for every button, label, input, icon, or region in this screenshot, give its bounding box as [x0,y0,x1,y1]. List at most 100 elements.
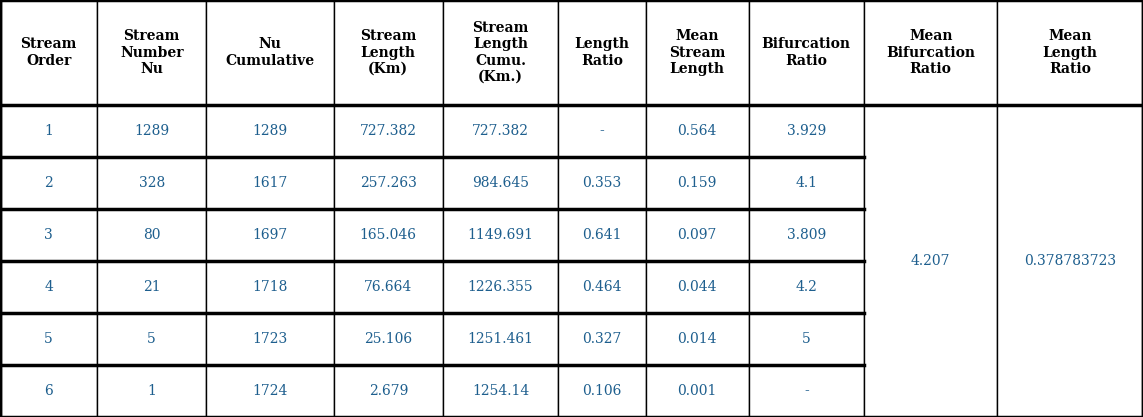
Text: 1254.14: 1254.14 [472,384,529,398]
Text: Mean
Length
Ratio: Mean Length Ratio [1042,29,1097,76]
Bar [97,365,206,417]
Text: 0.327: 0.327 [582,332,622,346]
Bar [97,0,206,105]
Text: 165.046: 165.046 [360,228,417,242]
Bar [749,105,864,157]
Text: 2.679: 2.679 [368,384,408,398]
Bar [646,157,749,209]
Bar [0,105,97,157]
Bar [558,209,646,261]
Bar [749,0,864,105]
Bar [0,157,97,209]
Text: 6: 6 [45,384,53,398]
Text: 5: 5 [45,332,53,346]
Bar [334,105,442,157]
Text: 76.664: 76.664 [365,280,413,294]
Bar [97,313,206,365]
Bar [334,0,442,105]
Bar [646,365,749,417]
Bar [334,261,442,313]
Bar [749,313,864,365]
Bar [749,209,864,261]
Bar [334,209,442,261]
Bar [334,365,442,417]
Bar [558,157,646,209]
Text: 1: 1 [45,124,53,138]
Bar [97,157,206,209]
Text: 3.809: 3.809 [786,228,826,242]
Text: 1251.461: 1251.461 [467,332,534,346]
Text: 727.382: 727.382 [360,124,417,138]
Text: -: - [599,124,605,138]
Bar [646,105,749,157]
Text: Stream
Length
Cumu.
(Km.): Stream Length Cumu. (Km.) [472,21,529,84]
Text: 4: 4 [45,280,53,294]
Text: 0.564: 0.564 [678,124,717,138]
Bar [998,0,1143,105]
Bar [206,105,334,157]
Text: 80: 80 [143,228,160,242]
Bar [558,0,646,105]
Bar [558,313,646,365]
Text: 0.159: 0.159 [678,176,717,190]
Text: -: - [804,384,808,398]
Bar [558,365,646,417]
Text: 3: 3 [45,228,53,242]
Bar [442,0,558,105]
Text: 1724: 1724 [253,384,288,398]
Text: 1149.691: 1149.691 [467,228,534,242]
Bar [0,313,97,365]
Bar [206,261,334,313]
Bar [646,313,749,365]
Text: 25.106: 25.106 [365,332,413,346]
Text: 0.044: 0.044 [678,280,717,294]
Text: 5: 5 [147,332,157,346]
Bar [442,105,558,157]
Text: 1: 1 [147,384,157,398]
Text: 5: 5 [802,332,810,346]
Text: 4.207: 4.207 [911,254,951,268]
Text: 1289: 1289 [253,124,288,138]
Text: 3.929: 3.929 [786,124,826,138]
Text: 0.353: 0.353 [582,176,622,190]
Bar [749,157,864,209]
Bar [206,313,334,365]
Text: Bifurcation
Ratio: Bifurcation Ratio [761,38,850,68]
Text: 1723: 1723 [253,332,288,346]
Bar [334,157,442,209]
Text: 0.001: 0.001 [678,384,717,398]
Text: Length
Ratio: Length Ratio [574,38,630,68]
Text: 0.641: 0.641 [582,228,622,242]
Text: 4.2: 4.2 [796,280,817,294]
Text: 4.1: 4.1 [796,176,817,190]
Text: 257.263: 257.263 [360,176,417,190]
Text: 1226.355: 1226.355 [467,280,534,294]
Text: Mean
Stream
Length: Mean Stream Length [669,29,726,76]
Bar [0,209,97,261]
Bar [864,105,998,417]
Bar [97,209,206,261]
Text: Stream
Number
Nu: Stream Number Nu [120,29,183,76]
Bar [442,209,558,261]
Bar [206,209,334,261]
Text: 328: 328 [138,176,165,190]
Bar [646,209,749,261]
Bar [442,365,558,417]
Text: 1697: 1697 [253,228,288,242]
Bar [0,365,97,417]
Text: 0.097: 0.097 [678,228,717,242]
Bar [0,261,97,313]
Bar [749,365,864,417]
Bar [442,261,558,313]
Text: Stream
Length
(Km): Stream Length (Km) [360,29,416,76]
Bar [334,313,442,365]
Bar [206,0,334,105]
Text: 727.382: 727.382 [472,124,529,138]
Text: 21: 21 [143,280,160,294]
Bar [646,261,749,313]
Bar [646,0,749,105]
Bar [97,261,206,313]
Bar [558,105,646,157]
Text: 0.014: 0.014 [678,332,717,346]
Bar [442,313,558,365]
